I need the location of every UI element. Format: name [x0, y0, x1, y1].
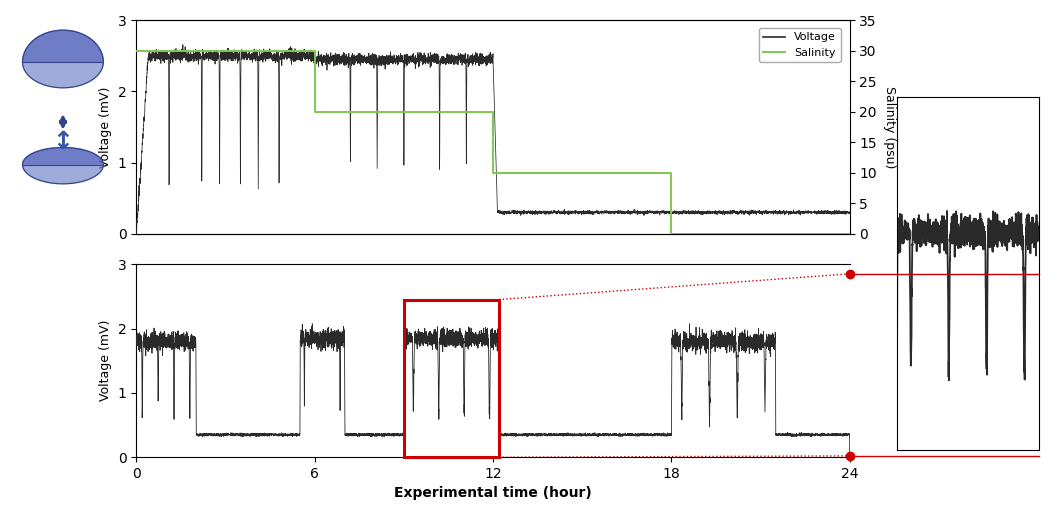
Polygon shape	[23, 30, 103, 62]
Polygon shape	[23, 147, 103, 165]
Text: ↕: ↕	[52, 130, 73, 154]
Polygon shape	[23, 165, 103, 184]
Bar	[404, 300, 499, 457]
X-axis label: Experimental time (hour): Experimental time (hour)	[394, 487, 592, 500]
Y-axis label: Voltage (mV): Voltage (mV)	[100, 86, 112, 168]
Y-axis label: Salinity (psu): Salinity (psu)	[883, 86, 897, 168]
Legend: Voltage, Salinity: Voltage, Salinity	[758, 28, 840, 62]
Y-axis label: Voltage (mV): Voltage (mV)	[100, 320, 112, 401]
Polygon shape	[23, 62, 103, 88]
